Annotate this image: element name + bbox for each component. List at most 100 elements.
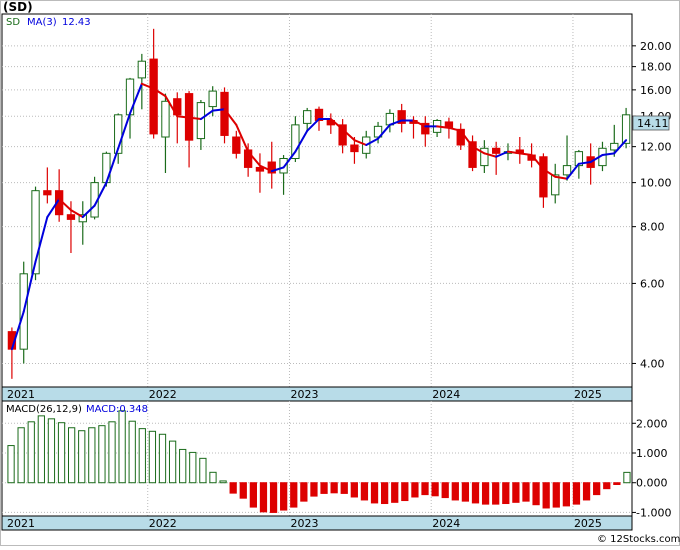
candle-body	[267, 161, 276, 174]
macd-bar	[168, 440, 177, 484]
macd-x-tick-label: 2024	[432, 517, 460, 530]
macd-bar	[562, 482, 571, 507]
ma-segment	[506, 150, 521, 155]
ma-segment	[471, 145, 486, 155]
ma-segment	[294, 129, 309, 153]
candle-body	[31, 190, 40, 275]
candle-body	[303, 110, 312, 124]
candle-body	[338, 124, 347, 146]
macd-bar	[542, 482, 550, 509]
ma-segment	[577, 161, 592, 165]
price-x-axis: 2021 2022 2023 2024 2025	[7, 388, 602, 401]
macd-bar	[401, 482, 409, 502]
ma-segment	[518, 152, 533, 157]
ma-segment	[199, 109, 214, 121]
ma-segment	[270, 166, 285, 173]
ma-segment	[140, 82, 155, 90]
ma-segment	[483, 152, 498, 158]
x-tick-label: 2022	[149, 388, 177, 401]
candle-body	[373, 125, 383, 138]
ma-segment	[459, 129, 474, 148]
legend-ma-label: MA(3)	[27, 17, 57, 28]
macd-bar	[249, 482, 258, 508]
ma-segment	[589, 154, 604, 164]
ma-segment	[58, 198, 72, 212]
ma-segment	[341, 128, 356, 142]
macd-bar	[269, 482, 278, 513]
macd-bar	[88, 427, 96, 484]
candle-body	[539, 156, 548, 198]
macd-tick-label: 1.000	[636, 447, 668, 460]
macd-bar	[552, 482, 560, 508]
ma-segment	[117, 112, 132, 150]
symbol-title: (SD)	[3, 0, 33, 14]
macd-bar	[199, 457, 207, 484]
price-tick-label: 10.00	[640, 177, 672, 190]
macd-tick-label: 2.000	[636, 417, 668, 430]
macd-bar	[461, 482, 470, 502]
ma-segment	[211, 108, 226, 112]
ma-segment	[566, 162, 580, 180]
ma-segment	[436, 125, 450, 129]
macd-bar	[370, 482, 379, 504]
macd-bar	[7, 445, 15, 484]
ma-segment	[81, 204, 96, 219]
ma-segment	[329, 118, 344, 131]
macd-bar	[98, 425, 106, 484]
candle-body	[291, 124, 300, 159]
macd-x-tick-label: 2022	[149, 517, 177, 530]
macd-bar	[451, 482, 459, 501]
last-price-box	[632, 115, 670, 131]
candle-body	[350, 144, 359, 153]
ma-segment	[353, 139, 368, 146]
x-tick-label: 2025	[574, 388, 602, 401]
macd-bar	[78, 430, 86, 484]
price-tick-label: 20.00	[640, 40, 672, 53]
legend-ma-value: 12.43	[62, 17, 91, 28]
macd-bar	[229, 482, 237, 494]
macd-bar	[582, 482, 591, 501]
ma-segment	[495, 150, 509, 158]
ma-segment	[93, 181, 108, 207]
macd-bar	[239, 482, 247, 499]
ma-segment	[34, 216, 49, 263]
ma-segment	[152, 87, 167, 98]
candle-body	[492, 147, 501, 154]
ma-segment	[164, 95, 179, 118]
macd-bar	[280, 482, 288, 511]
macd-bar	[108, 421, 116, 484]
ma-segment	[46, 198, 61, 219]
candle-body	[161, 100, 170, 138]
ma-segment	[530, 154, 545, 171]
candle-body	[421, 122, 430, 135]
macd-bar	[148, 430, 157, 484]
candle-body	[562, 165, 572, 176]
ma-segment	[188, 116, 202, 121]
watermark: © 12Stocks.com	[597, 534, 680, 545]
macd-bar	[128, 420, 136, 484]
price-panel	[1, 13, 633, 388]
macd-bar	[623, 471, 631, 484]
macd-bar	[219, 480, 227, 484]
macd-bar	[118, 410, 126, 484]
macd-bar	[179, 448, 187, 484]
macd-bar	[259, 482, 268, 513]
macd-bar	[522, 482, 530, 502]
candle-body	[574, 151, 584, 167]
ma-segment	[258, 164, 273, 173]
ma-segment	[22, 260, 37, 313]
price-tick-label: 12.00	[640, 141, 672, 154]
ma-segment	[282, 150, 297, 169]
candle-body	[196, 102, 206, 140]
candle-body	[279, 157, 288, 174]
ma-segment	[10, 310, 25, 351]
ma-segment	[105, 147, 120, 184]
candle-body	[314, 108, 324, 121]
macd-bar	[481, 482, 490, 505]
candle-body	[137, 60, 146, 79]
macd-x-axis: 2021 2022 2023 2024 2025	[7, 517, 602, 530]
macd-x-axis-band	[1, 515, 633, 531]
candle-body	[480, 147, 489, 167]
ma-segment	[388, 119, 403, 126]
